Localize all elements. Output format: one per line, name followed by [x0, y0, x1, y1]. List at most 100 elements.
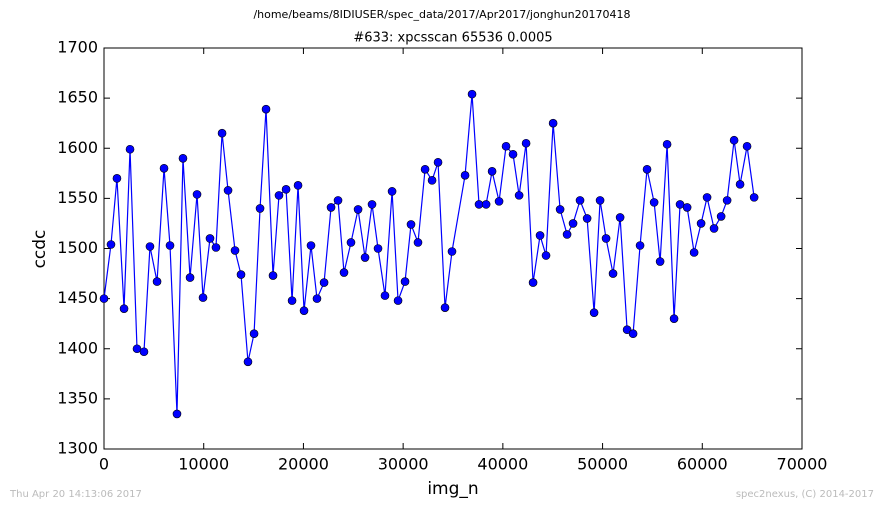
data-point	[205, 234, 215, 243]
data-point	[528, 278, 538, 287]
data-point	[333, 196, 343, 205]
y-axis-label: ccdc	[30, 230, 50, 269]
data-point	[306, 241, 316, 250]
data-point	[106, 240, 116, 249]
data-point	[749, 193, 759, 202]
chart-title: #633: xpcsscan 65536 0.0005	[353, 31, 552, 46]
data-point	[615, 213, 625, 222]
y-tick-label: 1500	[57, 238, 98, 257]
data-point	[249, 329, 259, 339]
data-point	[541, 251, 551, 260]
x-tick-label: 70000	[777, 455, 828, 474]
data-point	[682, 203, 692, 212]
data-point	[261, 104, 271, 114]
data-point	[192, 190, 202, 199]
data-point	[287, 296, 297, 305]
data-point	[696, 219, 706, 228]
data-point	[268, 271, 278, 280]
data-point	[675, 200, 685, 209]
y-tick-label: 1650	[57, 88, 98, 107]
data-point	[689, 248, 699, 257]
data-point	[655, 257, 665, 266]
x-tick-label: 50000	[577, 455, 628, 474]
data-point	[145, 242, 155, 251]
data-point	[722, 196, 732, 205]
data-point	[467, 89, 477, 99]
suptitle: /home/beams/8IDIUSER/spec_data/2017/Apr2…	[253, 8, 630, 21]
data-point	[178, 153, 188, 163]
y-tick-label: 1550	[57, 188, 98, 207]
data-point	[274, 191, 284, 200]
data-point	[635, 241, 645, 250]
data-point	[702, 193, 712, 202]
data-point	[535, 231, 545, 240]
data-point	[185, 273, 195, 282]
data-point	[230, 246, 240, 255]
data-point	[211, 243, 221, 252]
data-point	[119, 304, 129, 313]
data-point	[420, 165, 430, 174]
x-axis-label: img_n	[427, 479, 478, 499]
data-point	[508, 149, 518, 159]
data-point	[729, 135, 739, 145]
data-point	[112, 174, 122, 183]
data-point	[494, 197, 504, 206]
data-point	[440, 303, 450, 312]
data-point	[346, 238, 356, 247]
data-point	[501, 141, 511, 151]
data-point	[339, 268, 349, 277]
x-tick-label: 30000	[378, 455, 429, 474]
data-point	[608, 269, 618, 278]
data-point	[281, 185, 291, 194]
data-point	[562, 230, 572, 239]
footer-left: Thu Apr 20 14:13:06 2017	[9, 489, 142, 500]
data-point	[312, 294, 322, 303]
data-point	[326, 203, 336, 212]
data-point	[360, 253, 370, 262]
y-tick-label: 1450	[57, 288, 98, 307]
data-point	[413, 238, 423, 247]
data-point	[582, 214, 592, 223]
data-point	[172, 409, 182, 419]
data-point	[642, 165, 652, 174]
data-point	[649, 198, 659, 207]
data-point	[447, 247, 457, 256]
data-point	[255, 204, 265, 213]
x-tick-label: 40000	[477, 455, 528, 474]
data-point	[406, 220, 416, 229]
x-tick-label: 60000	[677, 455, 728, 474]
data-point	[243, 357, 253, 367]
data-point	[380, 291, 390, 300]
data-point	[622, 325, 632, 335]
data-point	[139, 347, 149, 357]
data-point	[198, 293, 208, 302]
x-tick-label: 0	[99, 455, 109, 474]
data-point	[460, 171, 470, 180]
data-point	[601, 234, 611, 243]
data-point	[555, 205, 565, 214]
data-point	[595, 196, 605, 205]
data-point	[236, 270, 246, 279]
data-point	[387, 187, 397, 196]
footer-right: spec2nexus, (C) 2014-2017	[736, 489, 874, 500]
data-point	[427, 176, 437, 185]
data-point	[716, 212, 726, 221]
data-point	[319, 278, 329, 287]
data-point	[709, 224, 719, 233]
data-point	[662, 139, 672, 149]
data-point	[481, 200, 491, 209]
data-point	[628, 329, 638, 339]
data-point	[669, 314, 679, 323]
x-tick-label: 10000	[178, 455, 229, 474]
data-point	[514, 191, 524, 200]
data-point	[99, 294, 109, 303]
data-point	[487, 167, 497, 176]
data-point	[125, 144, 135, 154]
data-line	[103, 94, 755, 414]
y-tick-label: 1350	[57, 388, 98, 407]
data-point	[152, 277, 162, 286]
data-point	[159, 164, 169, 173]
data-point	[217, 128, 227, 138]
data-point	[433, 157, 443, 167]
